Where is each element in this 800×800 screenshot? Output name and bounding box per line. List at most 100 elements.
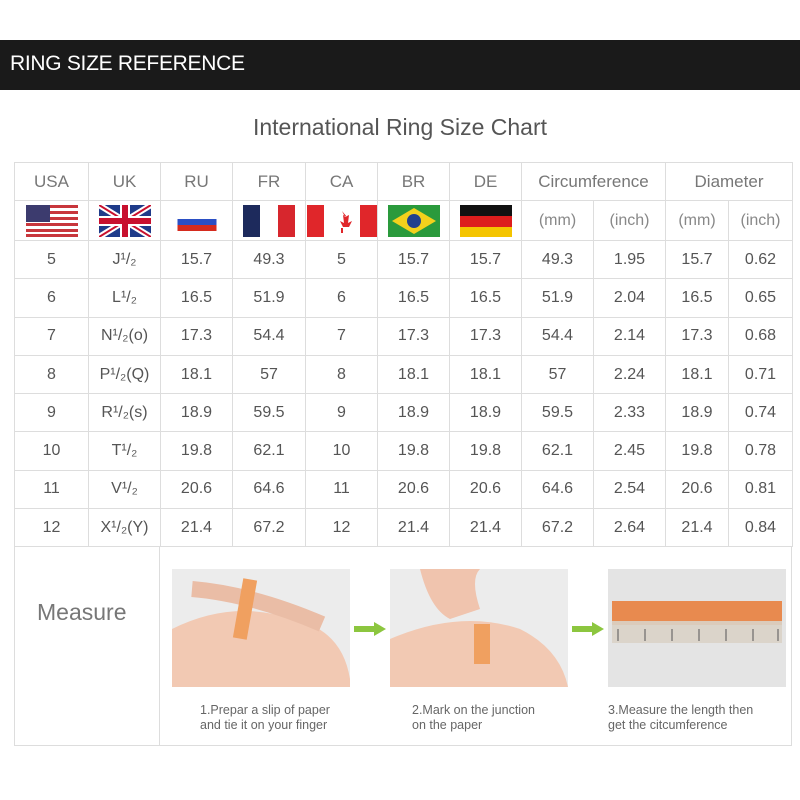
- table-cell: 20.6: [160, 469, 233, 510]
- table-cell: 16.5: [377, 278, 450, 318]
- table-row: 12 X¹/₂(Y) 21.4 67.2 12 21.4 21.4 67.2 2.64 21.4 0…: [14, 508, 793, 548]
- france-flag-icon: [243, 204, 295, 237]
- table-cell: 15.7: [377, 239, 450, 280]
- table-cell: 17.3: [160, 316, 233, 356]
- table-cell: 49.3: [521, 239, 594, 280]
- canada-flag-icon: [306, 204, 377, 237]
- step-3-caption: 3.Measure the length then get the citcumf…: [608, 703, 754, 732]
- table-cell: 21.4: [449, 508, 522, 548]
- header-br: BR: [377, 162, 450, 201]
- table-cell: 49.3: [232, 239, 306, 280]
- table-cell: 11: [14, 469, 89, 510]
- banner-title: RING SIZE REFERENCE: [10, 52, 245, 75]
- table-cell: 18.1: [665, 354, 729, 395]
- table-cell: 12: [305, 508, 378, 548]
- table-cell: 2.24: [593, 354, 666, 395]
- table-cell: 2.45: [593, 431, 666, 471]
- table-cell: 67.2: [232, 508, 306, 548]
- table-cell: 19.8: [665, 431, 729, 471]
- table-cell: 1.95: [593, 239, 666, 280]
- table-cell: 2.64: [593, 508, 666, 548]
- usa-flag-icon: [25, 204, 78, 237]
- table-cell: 15.7: [665, 239, 729, 280]
- table-row: 10 T¹/₂ 19.8 62.1 10 19.8 19.8 62.1 2.45 19.8 0.78: [14, 431, 793, 471]
- table-cell: 19.8: [160, 431, 233, 471]
- table-cell: 0.71: [728, 354, 793, 395]
- table-row: 7 N¹/₂(o) 17.3 54.4 7 17.3 17.3 54.4 2.14 17.3 0.6…: [14, 316, 793, 356]
- table-cell: P¹/₂(Q): [88, 354, 161, 395]
- table-cell: 18.9: [665, 393, 729, 433]
- table-cell: 54.4: [232, 316, 306, 356]
- table-cell: 16.5: [665, 278, 729, 318]
- table-cell: 18.1: [160, 354, 233, 395]
- table-cell: 57: [521, 354, 594, 395]
- table-cell: 9: [305, 393, 378, 433]
- table-cell: 12: [14, 508, 89, 548]
- flag-row: (mm) (inch) (mm) (inch): [14, 200, 793, 241]
- arrow-right-icon: [354, 622, 386, 636]
- table-cell: J¹/₂: [88, 239, 161, 280]
- table-cell: 10: [305, 431, 378, 471]
- table-cell: 20.6: [449, 469, 522, 510]
- unit-diameter-mm: (mm): [665, 200, 729, 241]
- table-cell: 17.3: [449, 316, 522, 356]
- table-cell: 2.54: [593, 469, 666, 510]
- table-cell: 18.1: [377, 354, 450, 395]
- germany-flag-icon: [459, 204, 512, 237]
- table-cell: 5: [305, 239, 378, 280]
- table-cell: 0.65: [728, 278, 793, 318]
- table-cell: 64.6: [232, 469, 306, 510]
- table-cell: 0.81: [728, 469, 793, 510]
- table-cell: 18.9: [449, 393, 522, 433]
- header-diameter: Diameter: [665, 162, 793, 201]
- header-ru: RU: [160, 162, 233, 201]
- header-circumference: Circumference: [521, 162, 666, 201]
- banner: RING SIZE REFERENCE: [0, 40, 800, 90]
- table-cell: 16.5: [160, 278, 233, 318]
- header-usa: USA: [14, 162, 89, 201]
- table-cell: 0.74: [728, 393, 793, 433]
- brazil-flag-icon: [387, 204, 440, 237]
- table-cell: 62.1: [521, 431, 594, 471]
- table-cell: 15.7: [449, 239, 522, 280]
- step-2-photo: [390, 569, 568, 687]
- table-cell: 10: [14, 431, 89, 471]
- table-cell: 57: [232, 354, 306, 395]
- table-cell: X¹/₂(Y): [88, 508, 161, 548]
- step-2-caption: 2.Mark on the junction on the paper: [412, 703, 535, 732]
- table-cell: V¹/₂: [88, 469, 161, 510]
- header-de: DE: [449, 162, 522, 201]
- table-cell: 18.9: [160, 393, 233, 433]
- table-cell: 0.68: [728, 316, 793, 356]
- table-cell: 17.3: [377, 316, 450, 356]
- unit-diameter-inch: (inch): [728, 200, 793, 241]
- table-cell: 20.6: [377, 469, 450, 510]
- table-row: 6 L¹/₂ 16.5 51.9 6 16.5 16.5 51.9 2.04 16.5 0.65: [14, 278, 793, 318]
- table-cell: 21.4: [665, 508, 729, 548]
- table-cell: 18.9: [377, 393, 450, 433]
- table-cell: 64.6: [521, 469, 594, 510]
- unit-circumference-mm: (mm): [521, 200, 594, 241]
- table-cell: 51.9: [232, 278, 306, 318]
- table-cell: N¹/₂(o): [88, 316, 161, 356]
- table-cell: 59.5: [521, 393, 594, 433]
- table-cell: 54.4: [521, 316, 594, 356]
- table-cell: 6: [14, 278, 89, 318]
- table-row: 8 P¹/₂(Q) 18.1 57 8 18.1 18.1 57 2.24 18.1 0.71: [14, 354, 793, 395]
- table-cell: 0.62: [728, 239, 793, 280]
- table-row: 9 R¹/₂(s) 18.9 59.5 9 18.9 18.9 59.5 2.33 18.9 0.7…: [14, 393, 793, 433]
- chart-title: International Ring Size Chart: [252, 114, 548, 140]
- table-cell: R¹/₂(s): [88, 393, 161, 433]
- table-cell: 2.14: [593, 316, 666, 356]
- table-cell: 19.8: [377, 431, 450, 471]
- uk-flag-icon: [98, 204, 151, 237]
- step-3-photo: [608, 569, 786, 687]
- table-cell: 8: [14, 354, 89, 395]
- table-cell: 21.4: [160, 508, 233, 548]
- measure-section: Measure 1.Prepar a slip of paper and tie …: [14, 546, 792, 746]
- table-cell: 11: [305, 469, 378, 510]
- table-row: 5 J¹/₂ 15.7 49.3 5 15.7 15.7 49.3 1.95 15.7 0.62: [14, 239, 793, 280]
- table-cell: 51.9: [521, 278, 594, 318]
- table-cell: 59.5: [232, 393, 306, 433]
- table-cell: 20.6: [665, 469, 729, 510]
